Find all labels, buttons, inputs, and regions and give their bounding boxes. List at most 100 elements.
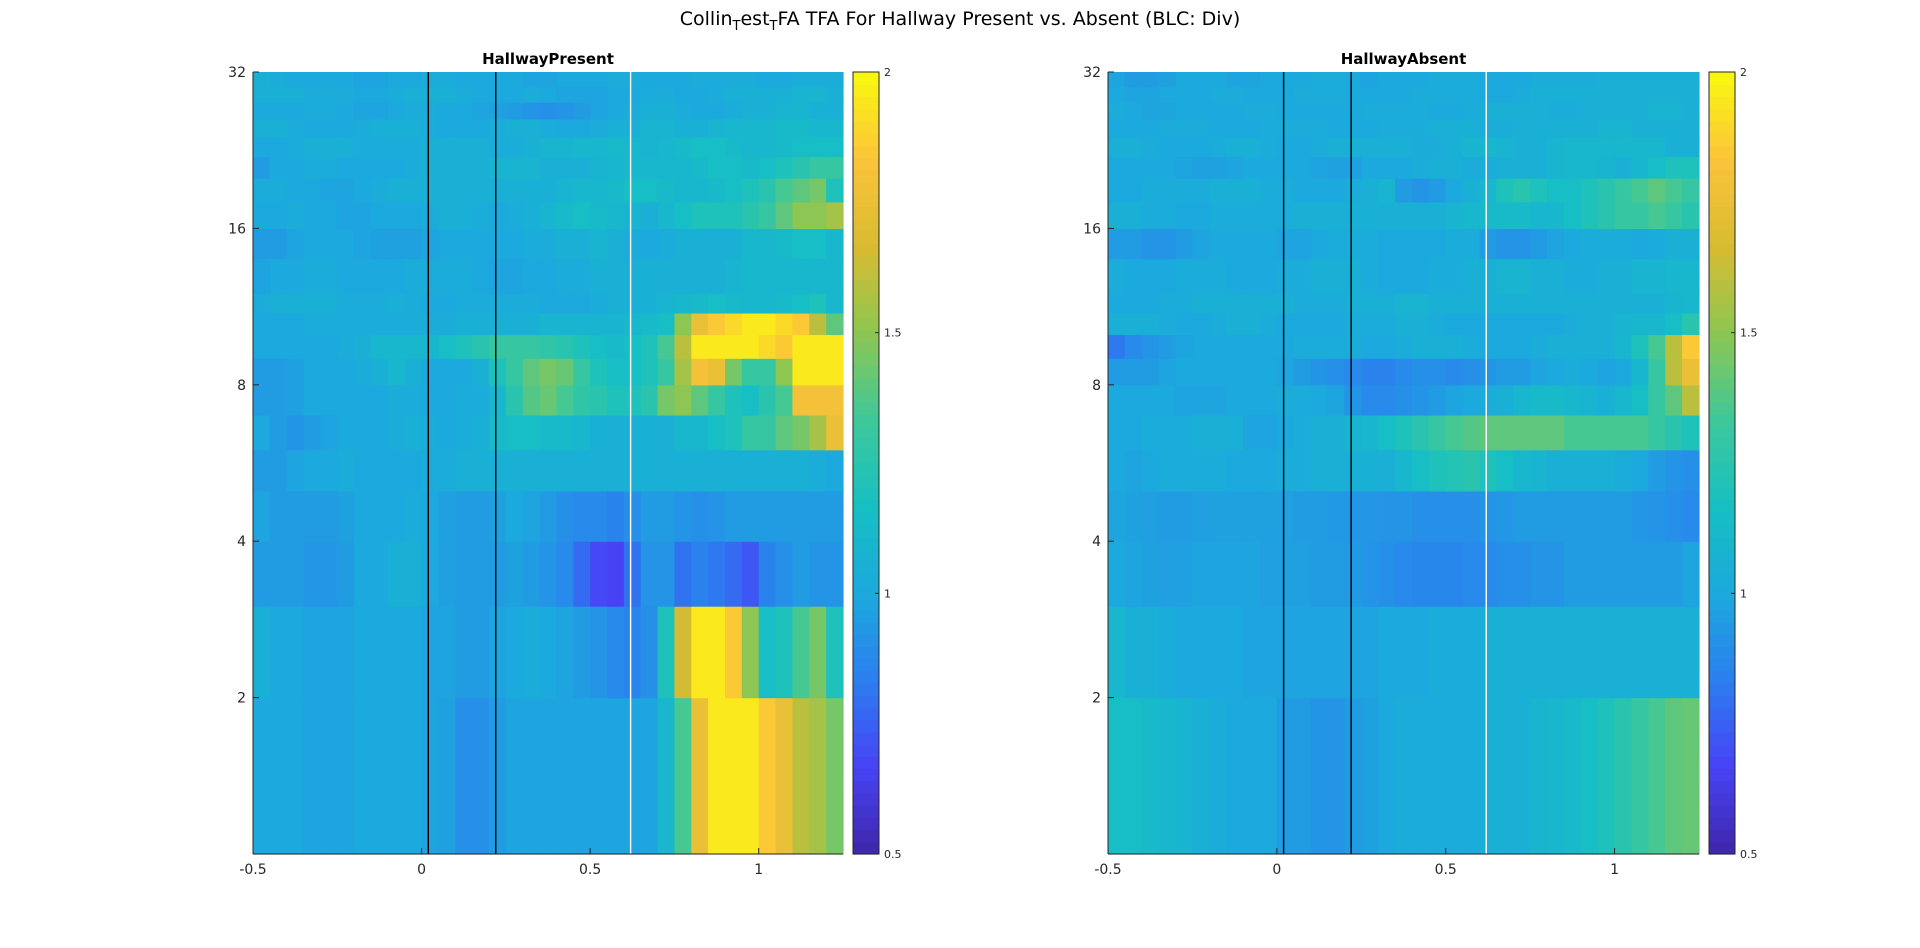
heatmap-cell <box>1462 102 1481 120</box>
heatmap-cell <box>1648 201 1666 229</box>
heatmap-cell <box>590 102 608 120</box>
heatmap-cell <box>1597 228 1616 260</box>
heatmap-cell <box>1563 118 1582 138</box>
heatmap-cell <box>1580 258 1599 294</box>
heatmap-cell <box>1158 312 1177 336</box>
heatmap-cell <box>1496 178 1514 203</box>
heatmap-cell <box>758 697 777 855</box>
heatmap-cell <box>809 541 827 607</box>
heatmap-cell <box>522 201 541 229</box>
heatmap-cell <box>1479 490 1497 542</box>
heatmap-cell <box>1192 697 1210 855</box>
heatmap-cell <box>522 606 541 699</box>
heatmap-cell <box>1665 201 1683 229</box>
heatmap-cell <box>1276 136 1295 158</box>
heatmap-cell <box>1276 258 1295 294</box>
heatmap-cell <box>1648 449 1666 492</box>
heatmap-cell <box>708 334 726 359</box>
heatmap-cell <box>556 334 574 359</box>
colorbar-segment <box>1709 206 1735 220</box>
heatmap-cell <box>1327 541 1345 607</box>
heatmap-cell <box>1479 541 1497 607</box>
heatmap-cell <box>725 490 743 542</box>
heatmap-cell <box>640 201 659 229</box>
heatmap-cell <box>269 136 288 158</box>
heatmap-cell <box>758 541 777 607</box>
colorbar-segment <box>1709 487 1735 501</box>
heatmap-cell <box>1175 293 1194 314</box>
heatmap-cell <box>1243 228 1261 260</box>
x-tick-label: 1 <box>1610 862 1619 878</box>
heatmap-cell <box>1547 414 1565 451</box>
heatmap-cell <box>691 72 709 88</box>
heatmap-cell <box>741 312 760 336</box>
heatmap-cell <box>1293 86 1312 103</box>
heatmap-cell <box>1665 293 1683 314</box>
heatmap-cell <box>303 102 322 120</box>
heatmap-cell <box>775 697 794 855</box>
heatmap-cell <box>1293 358 1312 386</box>
heatmap-cell <box>1682 312 1700 336</box>
heatmap-cell <box>1631 358 1649 386</box>
heatmap-cell <box>1259 697 1278 855</box>
heatmap-cell <box>1259 118 1278 138</box>
heatmap-cell <box>826 414 844 451</box>
heatmap-cell <box>1226 156 1244 179</box>
heatmap-cell <box>269 118 288 138</box>
heatmap-cell <box>1310 358 1329 386</box>
heatmap-cell <box>1462 178 1481 203</box>
heatmap-cell <box>657 312 676 336</box>
heatmap-cell <box>792 86 810 103</box>
heatmap-cell <box>1344 86 1362 103</box>
colorbar-segment <box>1709 841 1735 855</box>
heatmap-cell <box>472 258 490 294</box>
heatmap-cell <box>337 136 355 158</box>
colorbar-segment <box>1709 829 1735 843</box>
heatmap-cell <box>1445 136 1464 158</box>
panel-title: HallwayPresent <box>482 50 614 68</box>
colorbar-segment <box>1709 805 1735 818</box>
heatmap-cell <box>1141 697 1160 855</box>
heatmap-cell <box>522 102 541 120</box>
heatmap-cell <box>691 334 709 359</box>
heatmap-cell <box>1530 490 1548 542</box>
heatmap-cell <box>1428 102 1447 120</box>
heatmap-cell <box>1513 86 1531 103</box>
heatmap-cell <box>320 697 338 855</box>
heatmap-cell <box>404 201 423 229</box>
heatmap-cell <box>590 178 608 203</box>
heatmap-cell <box>354 72 372 88</box>
heatmap-cell <box>1496 136 1514 158</box>
heatmap-cell <box>1259 449 1278 492</box>
heatmap-cell <box>253 86 271 103</box>
heatmap-cell <box>1124 490 1143 542</box>
y-tick-label: 2 <box>237 691 246 707</box>
heatmap-cell <box>775 258 794 294</box>
heatmap-cell <box>303 136 322 158</box>
heatmap-cell <box>674 541 692 607</box>
heatmap-cell <box>691 697 709 855</box>
heatmap-cell <box>1547 258 1565 294</box>
heatmap-cell <box>371 178 389 203</box>
heatmap-cell <box>371 490 389 542</box>
heatmap-cell <box>371 228 389 260</box>
heatmap-cell <box>1124 136 1143 158</box>
heatmap-cell <box>269 606 288 699</box>
heatmap-cell <box>404 136 423 158</box>
heatmap-cell <box>590 358 608 386</box>
colorbar: 0.511.52 <box>1708 66 1758 861</box>
heatmap-cell <box>438 228 456 260</box>
heatmap-cell <box>539 449 558 492</box>
heatmap-cell <box>1192 201 1210 229</box>
heatmap-cell <box>657 334 676 359</box>
heatmap-cell <box>1226 414 1244 451</box>
heatmap-cell <box>404 606 423 699</box>
heatmap-cell <box>438 606 456 699</box>
colorbar-segment <box>853 634 879 647</box>
colorbar-segment <box>1709 719 1735 733</box>
colorbar-frame <box>852 71 880 855</box>
heatmap-cell <box>1614 86 1633 103</box>
heatmap-cell <box>455 72 473 88</box>
heatmap-cell <box>286 178 305 203</box>
heatmap-cell <box>354 358 372 386</box>
